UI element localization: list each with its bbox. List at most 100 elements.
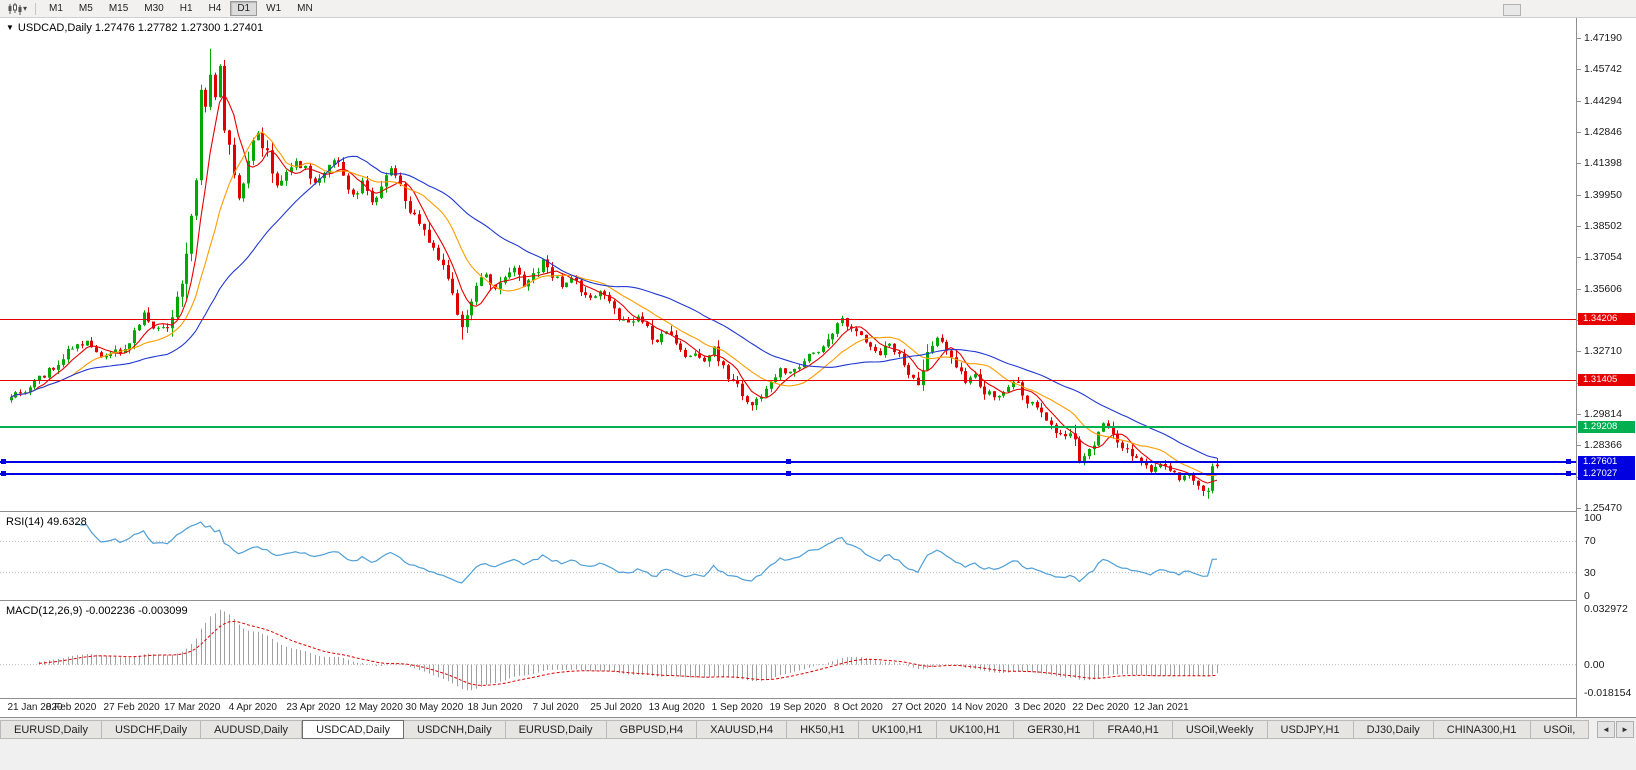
rsi-scale-label: 0 — [1584, 590, 1590, 602]
chart-tab-label: USDCNH,Daily — [417, 724, 492, 736]
chart-tab-label: UK100,H1 — [871, 724, 923, 736]
rsi-indicator-pane[interactable]: RSI(14) 49.6328 — [0, 512, 1576, 601]
horizontal-line-1-31405[interactable] — [0, 380, 1576, 381]
price-scale-tick — [1577, 101, 1581, 102]
timeframe-button-mn[interactable]: MN — [290, 1, 320, 16]
price-scale-tick — [1577, 38, 1581, 39]
price-scale-tick — [1577, 132, 1581, 133]
price-tag-1-34206: 1.34206 — [1578, 312, 1635, 325]
main-chart-pane[interactable]: ▼ USDCAD,Daily 1.27476 1.27782 1.27300 1… — [0, 18, 1576, 512]
rsi-label: RSI(14) 49.6328 — [6, 516, 87, 528]
price-scale-tick — [1577, 508, 1581, 509]
rsi-canvas[interactable] — [0, 512, 1576, 600]
price-scale-label: 1.29814 — [1584, 408, 1622, 420]
chart-tab-label: USDCHF,Daily — [114, 724, 188, 736]
chart-type-icon[interactable]: ▾ — [4, 1, 30, 17]
price-scale-tick — [1577, 289, 1581, 290]
chart-tab-label: XAUUSD,H4 — [710, 724, 774, 736]
chart-tab-hk50-h1[interactable]: HK50,H1 — [787, 720, 859, 739]
price-tag-1-29208: 1.29208 — [1578, 421, 1635, 434]
chart-tab-label: HK50,H1 — [800, 724, 845, 736]
timeframe-button-m30[interactable]: M30 — [137, 1, 170, 16]
time-axis-label: 1 Sep 2020 — [711, 702, 763, 713]
price-scale-label: 1.47190 — [1584, 32, 1622, 44]
tab-scroll-buttons: ◄ ► — [1597, 721, 1634, 738]
time-axis-label: 4 Apr 2020 — [228, 702, 277, 713]
chart-tab-usdjpy-h1[interactable]: USDJPY,H1 — [1267, 720, 1354, 739]
chart-tab-usdchf-daily[interactable]: USDCHF,Daily — [101, 720, 202, 739]
time-axis-label: 8 Feb 2020 — [45, 702, 97, 713]
timeframe-button-h1[interactable]: H1 — [173, 1, 200, 16]
ma-fast-line — [10, 93, 1218, 484]
timeframe-button-m1[interactable]: M1 — [42, 1, 70, 16]
price-scale-label: 1.32710 — [1584, 345, 1622, 358]
time-axis-label: 21 Jan 2020 — [7, 702, 63, 713]
chart-tab-label: EURUSD,Daily — [518, 724, 593, 736]
hline-handle[interactable] — [1566, 459, 1571, 464]
main-chart-canvas[interactable] — [0, 18, 1576, 511]
time-axis-label: 22 Dec 2020 — [1072, 702, 1129, 713]
chart-tab-dj30-daily[interactable]: DJ30,Daily — [1353, 720, 1434, 739]
toolbar-end-button[interactable] — [1503, 4, 1521, 16]
hline-handle[interactable] — [786, 459, 791, 464]
time-axis-label: 27 Feb 2020 — [103, 702, 160, 713]
chart-tab-usoil[interactable]: USOil, — [1530, 720, 1590, 739]
price-scale[interactable]: 1.47190 1.45742 1.44294 1.42846 1.41398 1.399… — [1576, 18, 1636, 717]
price-scale-label: 1.41398 — [1584, 157, 1622, 170]
timeframe-button-h4[interactable]: H4 — [202, 1, 229, 16]
chart-tab-usdcnh-daily[interactable]: USDCNH,Daily — [404, 720, 506, 739]
chart-tab-usdcad-daily[interactable]: USDCAD,Daily — [302, 720, 405, 739]
price-tag-1-27601: 1.27601 — [1578, 455, 1635, 468]
chart-tab-label: USDJPY,H1 — [1280, 724, 1340, 736]
time-axis[interactable]: 21 Jan 2020 8 Feb 2020 27 Feb 2020 17 Mar 2… — [0, 699, 1576, 717]
chart-tab-fra40-h1[interactable]: FRA40,H1 — [1094, 720, 1173, 739]
chart-tab-label: DJ30,Daily — [1366, 724, 1420, 736]
chart-tab-eurusd-daily[interactable]: EURUSD,Daily — [505, 720, 607, 739]
chart-tab-audusd-daily[interactable]: AUDUSD,Daily — [201, 720, 303, 739]
chart-marker-icon: ▼ — [6, 23, 14, 32]
price-scale-label: 1.44294 — [1584, 94, 1622, 107]
price-scale-tick — [1577, 257, 1581, 258]
macd-canvas[interactable] — [0, 601, 1576, 698]
chart-tab-ger30-h1[interactable]: GER30,H1 — [1014, 720, 1095, 739]
chart-tab-usoil-weekly[interactable]: USOil,Weekly — [1172, 720, 1268, 739]
time-axis-label: 18 Jun 2020 — [467, 702, 523, 713]
chart-tab-gbpusd-h4[interactable]: GBPUSD,H4 — [606, 720, 698, 739]
tabs-scroll-left-button[interactable]: ◄ — [1597, 721, 1615, 738]
price-scale-tick — [1577, 195, 1581, 196]
horizontal-line-1-34206[interactable] — [0, 319, 1576, 320]
time-axis-label: 27 Oct 2020 — [891, 702, 947, 713]
horizontal-line-1-29208[interactable] — [0, 426, 1576, 428]
price-scale-label: 1.45742 — [1584, 63, 1622, 76]
timeframe-button-d1[interactable]: D1 — [230, 1, 258, 16]
chart-tab-eurusd-daily[interactable]: EURUSD,Daily — [0, 720, 102, 739]
tabs-scroll-right-button[interactable]: ► — [1616, 721, 1634, 738]
timeframe-button-m5[interactable]: M5 — [72, 1, 100, 16]
hline-handle[interactable] — [1, 459, 6, 464]
chart-tab-uk100-h1[interactable]: UK100,H1 — [858, 720, 937, 739]
rsi-scale-label: 30 — [1584, 566, 1596, 579]
chart-tab-uk100-h1[interactable]: UK100,H1 — [936, 720, 1015, 739]
macd-label: MACD(12,26,9) -0.002236 -0.003099 — [6, 605, 188, 617]
timeframe-button-m15[interactable]: M15 — [102, 1, 135, 16]
hline-handle[interactable] — [1, 471, 6, 476]
candlestick-icon — [8, 2, 22, 15]
price-scale-tick — [1577, 69, 1581, 70]
time-axis-label: 17 Mar 2020 — [164, 702, 221, 713]
price-scale-label: 1.35606 — [1584, 282, 1622, 295]
chart-tab-label: GBPUSD,H4 — [619, 724, 684, 736]
hline-handle[interactable] — [786, 471, 791, 476]
macd-signal-line — [38, 620, 1218, 686]
time-axis-label: 19 Sep 2020 — [769, 702, 827, 713]
hline-handle[interactable] — [1566, 471, 1571, 476]
macd-indicator-pane[interactable]: MACD(12,26,9) -0.002236 -0.003099 — [0, 601, 1576, 699]
time-axis-label: 13 Aug 2020 — [648, 702, 705, 713]
chart-tab-label: CHINA300,H1 — [1446, 724, 1517, 736]
timeframe-button-w1[interactable]: W1 — [259, 1, 288, 16]
chart-tab-label: UK100,H1 — [949, 724, 1001, 736]
chart-tab-xauusd-h4[interactable]: XAUUSD,H4 — [697, 720, 788, 739]
price-tag-1-31405: 1.31405 — [1578, 373, 1635, 386]
chart-tab-label: USOil,Weekly — [1185, 724, 1254, 736]
chart-tab-china300-h1[interactable]: CHINA300,H1 — [1433, 720, 1531, 739]
macd-scale-label: -0.018154 — [1584, 687, 1632, 699]
